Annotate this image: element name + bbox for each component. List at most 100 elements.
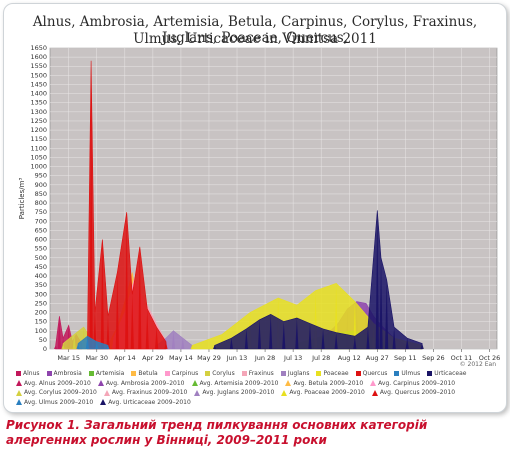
- series-point-quercus: [145, 308, 149, 349]
- legend-label: Avg. Juglans 2009–2010: [202, 389, 275, 396]
- legend-swatch: [394, 371, 400, 376]
- legend-label: Avg. Urticaceae 2009–2010: [108, 398, 191, 406]
- legend-triangle-icon: [370, 380, 377, 386]
- y-tick-label: 650: [35, 226, 47, 234]
- legend-swatch: [280, 371, 286, 376]
- legend-swatch: [205, 371, 211, 376]
- y-tick-label: 1150: [30, 135, 47, 143]
- y-tick-label: 1250: [30, 117, 47, 125]
- y-tick-label: 950: [35, 172, 47, 180]
- y-tick-label: 1050: [30, 153, 47, 161]
- y-tick-label: 1400: [30, 90, 47, 98]
- legend-triangle-icon: [371, 389, 378, 396]
- series-point-quercus: [164, 341, 168, 349]
- legend-triangle-icon: [100, 399, 107, 405]
- legend-label: Avg. Ambrosia 2009–2010: [105, 379, 185, 387]
- series-point-urticaceae: [366, 327, 370, 349]
- series-point-urticaceae: [392, 327, 396, 349]
- legend-label: Avg. Fraxinus 2009–2010: [111, 389, 188, 396]
- x-tick-label: Mar 15: [57, 354, 80, 362]
- x-tick-label: Jun 28: [254, 354, 276, 362]
- legend-item[interactable]: Avg. Carpinus 2009–2010: [370, 379, 455, 389]
- legend-item[interactable]: Urticaceae: [427, 369, 466, 379]
- legend-item[interactable]: Betula: [131, 369, 158, 379]
- legend-item[interactable]: Corylus: [205, 369, 235, 379]
- series-point-urticaceae: [385, 279, 389, 349]
- legend-label: Ambrosia: [53, 370, 82, 377]
- legend-swatch: [88, 371, 94, 376]
- legend-label: Avg. Betula 2009–2010: [293, 379, 364, 387]
- legend-triangle-icon: [281, 389, 288, 396]
- series-point-urticaceae: [405, 338, 409, 349]
- series-point-quercus: [138, 246, 142, 349]
- series-point-corylus: [72, 334, 76, 349]
- y-tick-label: 1200: [30, 126, 47, 134]
- legend-swatch: [164, 371, 170, 376]
- series-point-quercus: [155, 327, 159, 349]
- series-point-alnus: [57, 316, 61, 349]
- legend-item[interactable]: Avg. Quercus 2009–2010: [371, 388, 456, 398]
- legend-triangle-icon: [16, 380, 22, 386]
- y-tick-label: 1600: [30, 53, 47, 61]
- series-point-alnus: [54, 345, 58, 349]
- legend-label: Ulmus: [401, 370, 421, 377]
- x-tick-label: Apr 14: [114, 354, 136, 362]
- series-point-urticaceae: [321, 328, 325, 349]
- series-point-quercus: [89, 60, 93, 350]
- legend-item[interactable]: Poaceae: [316, 369, 349, 379]
- legend-item[interactable]: Alnus: [16, 369, 40, 379]
- series-point-urticaceae: [282, 321, 286, 349]
- legend-item[interactable]: Juglans: [280, 369, 309, 379]
- legend-item[interactable]: Carpinus: [164, 369, 198, 379]
- x-tick-label: Apr 29: [142, 354, 164, 362]
- legend-item[interactable]: Avg. Alnus 2009–2010: [16, 379, 91, 389]
- x-tick-label: Sep 26: [422, 354, 445, 362]
- y-tick-label: 600: [35, 236, 47, 244]
- legend-triangle-icon: [103, 389, 110, 396]
- legend-label: Avg. Artemisia 2009–2010: [199, 379, 279, 387]
- legend-label: Quercus: [362, 370, 388, 377]
- y-tick-label: 1650: [30, 44, 47, 52]
- legend-triangle-icon: [285, 380, 292, 386]
- y-tick-label: 350: [35, 281, 47, 289]
- legend-label: Poaceae: [323, 370, 349, 377]
- series-point-urticaceae: [379, 257, 383, 349]
- legend-item[interactable]: Avg. Juglans 2009–2010: [194, 388, 274, 398]
- legend-label: Avg. Alnus 2009–2010: [24, 379, 91, 387]
- legend-item[interactable]: Avg. Poaceae 2009–2010: [281, 388, 365, 398]
- legend-item[interactable]: Ambrosia: [46, 369, 82, 379]
- x-tick-label: Jul 28: [311, 354, 330, 362]
- series-point-urticaceae: [244, 328, 248, 349]
- y-tick-label: 1300: [30, 108, 47, 116]
- legend-item[interactable]: Avg. Ulmus 2009–2010: [16, 398, 93, 408]
- x-tick-label: Aug 12: [338, 354, 361, 362]
- x-tick-label: Mar 30: [85, 354, 108, 362]
- legend-item[interactable]: Artemisia: [88, 369, 124, 379]
- legend-label: Avg. Ulmus 2009–2010: [24, 398, 94, 406]
- series-point-urticaceae: [420, 343, 424, 349]
- chart-legend: Alnus Ambrosia Artemisia Betula Carpinus Cory…: [16, 369, 506, 407]
- legend-swatch: [131, 371, 137, 376]
- y-tick-label: 300: [35, 290, 47, 298]
- legend-label: Avg. Corylus 2009–2010: [24, 389, 97, 396]
- y-tick-label: 1000: [30, 163, 47, 171]
- legend-item[interactable]: Avg. Fraxinus 2009–2010: [103, 388, 188, 398]
- legend-item[interactable]: Avg. Artemisia 2009–2010: [191, 379, 279, 389]
- series-point-urticaceae: [229, 338, 234, 349]
- series-point-urticaceae: [257, 319, 262, 349]
- legend-item[interactable]: Quercus: [355, 369, 388, 379]
- series-point-urticaceae: [308, 323, 312, 349]
- y-tick-label: 700: [35, 217, 47, 225]
- legend-item[interactable]: Ulmus: [394, 369, 420, 379]
- legend-label: Alnus: [23, 370, 40, 377]
- legend-item[interactable]: Avg. Ambrosia 2009–2010: [97, 379, 185, 389]
- legend-item[interactable]: Avg. Corylus 2009–2010: [16, 388, 97, 398]
- chart-title-line-2: Ulmus, Urticaceae in Vinnitsa 2011: [133, 31, 377, 47]
- legend-label: Avg. Quercus 2009–2010: [379, 389, 456, 396]
- legend-item[interactable]: Fraxinus: [241, 369, 274, 379]
- series-point-ulmus: [76, 343, 80, 349]
- legend-item[interactable]: Avg. Betula 2009–2010: [285, 379, 363, 389]
- y-tick-label: 450: [35, 263, 47, 271]
- legend-item[interactable]: Avg. Urticaceae 2009–2010: [100, 398, 191, 408]
- y-tick-label: 250: [35, 299, 47, 307]
